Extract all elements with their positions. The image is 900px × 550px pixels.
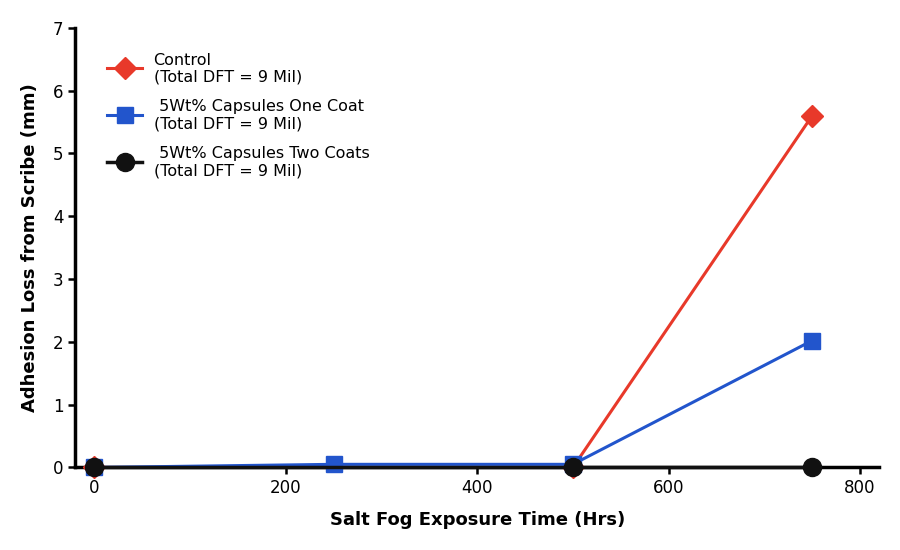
- Y-axis label: Adhesion Loss from Scribe (mm): Adhesion Loss from Scribe (mm): [21, 83, 39, 412]
- Legend: Control
(Total DFT = 9 Mil),  5Wt% Capsules One Coat
(Total DFT = 9 Mil),  5Wt% : Control (Total DFT = 9 Mil), 5Wt% Capsul…: [99, 45, 377, 186]
- X-axis label: Salt Fog Exposure Time (Hrs): Salt Fog Exposure Time (Hrs): [329, 511, 625, 529]
